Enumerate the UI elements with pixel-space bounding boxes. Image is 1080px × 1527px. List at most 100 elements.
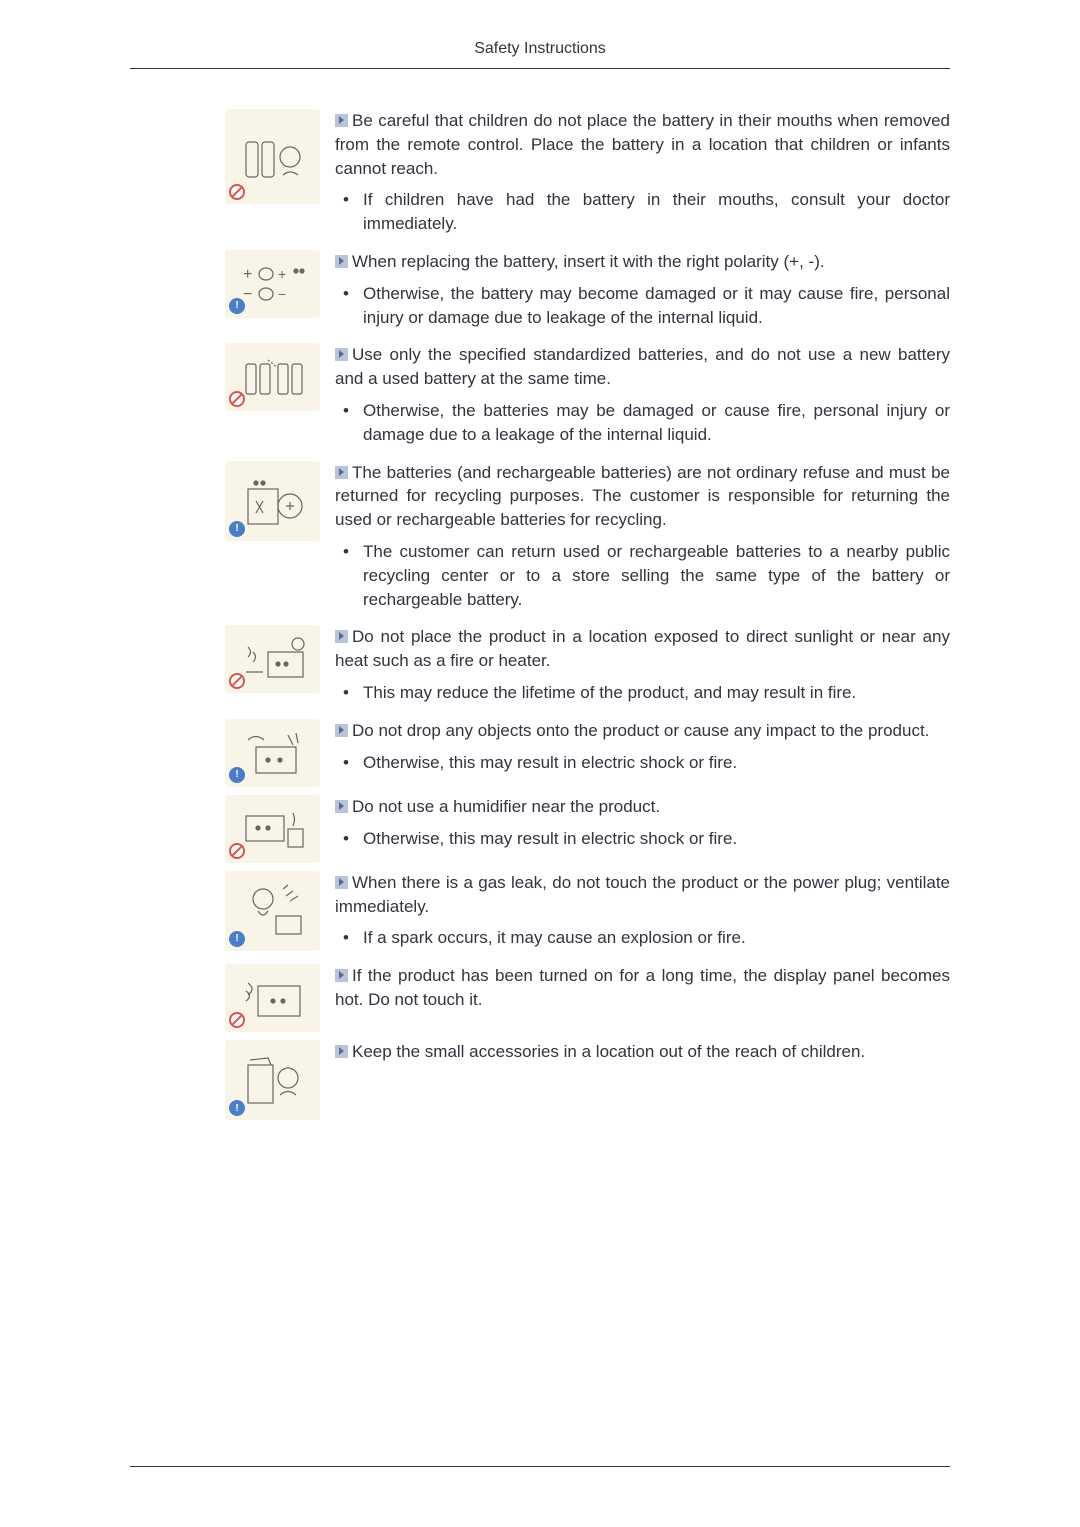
heading-text: Do not place the product in a location e…: [335, 627, 950, 670]
page-container: Safety Instructions Be careful that chil…: [0, 0, 1080, 1188]
instruction-block: Keep the small accessories in a location…: [225, 1040, 950, 1120]
info-icon: [229, 1100, 245, 1116]
text-column: Be careful that children do not place th…: [335, 109, 950, 242]
instruction-heading: When replacing the battery, insert it wi…: [335, 250, 950, 274]
instruction-block: If the product has been turned on for a …: [225, 964, 950, 1032]
page-header: Safety Instructions: [130, 40, 950, 69]
svg-text:+: +: [278, 266, 286, 282]
list-item: The customer can return used or recharge…: [335, 540, 950, 611]
sub-list: This may reduce the lifetime of the prod…: [335, 681, 950, 705]
prohibit-icon: [229, 1012, 245, 1028]
illustration-humidifier: [225, 795, 320, 863]
instruction-heading: Keep the small accessories in a location…: [335, 1040, 950, 1064]
instruction-block: Do not drop any objects onto the product…: [225, 719, 950, 787]
heading-text: Keep the small accessories in a location…: [352, 1042, 865, 1061]
prohibit-icon: [229, 843, 245, 859]
sub-list: Otherwise, the batteries may be damaged …: [335, 399, 950, 447]
sub-list: Otherwise, this may result in electric s…: [335, 751, 950, 775]
instruction-block: When there is a gas leak, do not touch t…: [225, 871, 950, 956]
instruction-heading: Do not use a humidifier near the product…: [335, 795, 950, 819]
icon-column: [225, 1040, 335, 1120]
text-column: Do not use a humidifier near the product…: [335, 795, 950, 857]
sub-list: Otherwise, this may result in electric s…: [335, 827, 950, 851]
icon-column: [225, 625, 335, 693]
illustration-battery-child: [225, 109, 320, 204]
instruction-heading: Use only the specified standardized batt…: [335, 343, 950, 391]
instruction-block: The batteries (and rechargeable batterie…: [225, 461, 950, 618]
text-column: Keep the small accessories in a location…: [335, 1040, 950, 1072]
illustration-hot-panel: [225, 964, 320, 1032]
instruction-heading: If the product has been turned on for a …: [335, 964, 950, 1012]
icon-column: [225, 343, 335, 411]
heading-text: Do not drop any objects onto the product…: [352, 721, 929, 740]
footer-divider: [130, 1466, 950, 1467]
list-item: Otherwise, the batteries may be damaged …: [335, 399, 950, 447]
icon-column: [225, 871, 335, 951]
sub-list: If children have had the battery in thei…: [335, 188, 950, 236]
bullet-icon: [335, 630, 348, 643]
info-icon: [229, 931, 245, 947]
heading-text: Be careful that children do not place th…: [335, 111, 950, 178]
instruction-block: Do not use a humidifier near the product…: [225, 795, 950, 863]
svg-text:+: +: [243, 266, 252, 283]
bullet-icon: [335, 969, 348, 982]
text-column: Do not drop any objects onto the product…: [335, 719, 950, 781]
heading-text: When replacing the battery, insert it wi…: [352, 252, 825, 271]
heading-text: Do not use a humidifier near the product…: [352, 797, 660, 816]
instruction-block: + − + − When replacing the battery, insert …: [225, 250, 950, 335]
bullet-icon: [335, 876, 348, 889]
instruction-heading: Be careful that children do not place th…: [335, 109, 950, 180]
sub-list: Otherwise, the battery may become damage…: [335, 282, 950, 330]
info-icon: [229, 767, 245, 783]
text-column: The batteries (and rechargeable batterie…: [335, 461, 950, 618]
illustration-heat-source: [225, 625, 320, 693]
info-icon: [229, 298, 245, 314]
list-item: If children have had the battery in thei…: [335, 188, 950, 236]
heading-text: The batteries (and rechargeable batterie…: [335, 463, 950, 530]
bullet-icon: [335, 724, 348, 737]
svg-text:−: −: [243, 286, 252, 303]
illustration-battery-polarity: + − + −: [225, 250, 320, 318]
bullet-icon: [335, 114, 348, 127]
info-icon: [229, 521, 245, 537]
content-area: Be careful that children do not place th…: [130, 109, 950, 1120]
instruction-block: Be careful that children do not place th…: [225, 109, 950, 242]
header-title: Safety Instructions: [474, 40, 606, 57]
illustration-gas-leak: [225, 871, 320, 951]
text-column: When there is a gas leak, do not touch t…: [335, 871, 950, 956]
bullet-icon: [335, 1045, 348, 1058]
list-item: This may reduce the lifetime of the prod…: [335, 681, 950, 705]
heading-text: When there is a gas leak, do not touch t…: [335, 873, 950, 916]
prohibit-icon: [229, 184, 245, 200]
list-item: If a spark occurs, it may cause an explo…: [335, 926, 950, 950]
text-column: If the product has been turned on for a …: [335, 964, 950, 1020]
icon-column: + − + −: [225, 250, 335, 318]
icon-column: [225, 964, 335, 1032]
text-column: Do not place the product in a location e…: [335, 625, 950, 710]
instruction-heading: Do not drop any objects onto the product…: [335, 719, 950, 743]
text-column: When replacing the battery, insert it wi…: [335, 250, 950, 335]
heading-text: If the product has been turned on for a …: [335, 966, 950, 1009]
sub-list: If a spark occurs, it may cause an explo…: [335, 926, 950, 950]
list-item: Otherwise, the battery may become damage…: [335, 282, 950, 330]
bullet-icon: [335, 255, 348, 268]
instruction-heading: When there is a gas leak, do not touch t…: [335, 871, 950, 919]
illustration-recycle-bin: [225, 461, 320, 541]
icon-column: [225, 719, 335, 787]
illustration-impact: [225, 719, 320, 787]
instruction-heading: The batteries (and rechargeable batterie…: [335, 461, 950, 532]
bullet-icon: [335, 466, 348, 479]
svg-text:−: −: [278, 286, 286, 302]
icon-column: [225, 795, 335, 863]
icon-column: [225, 461, 335, 541]
instruction-block: Do not place the product in a location e…: [225, 625, 950, 710]
bullet-icon: [335, 800, 348, 813]
illustration-mixed-batteries: [225, 343, 320, 411]
instruction-block: Use only the specified standardized batt…: [225, 343, 950, 452]
sub-list: The customer can return used or recharge…: [335, 540, 950, 611]
illustration-child-accessories: [225, 1040, 320, 1120]
text-column: Use only the specified standardized batt…: [335, 343, 950, 452]
instruction-heading: Do not place the product in a location e…: [335, 625, 950, 673]
heading-text: Use only the specified standardized batt…: [335, 345, 950, 388]
list-item: Otherwise, this may result in electric s…: [335, 751, 950, 775]
